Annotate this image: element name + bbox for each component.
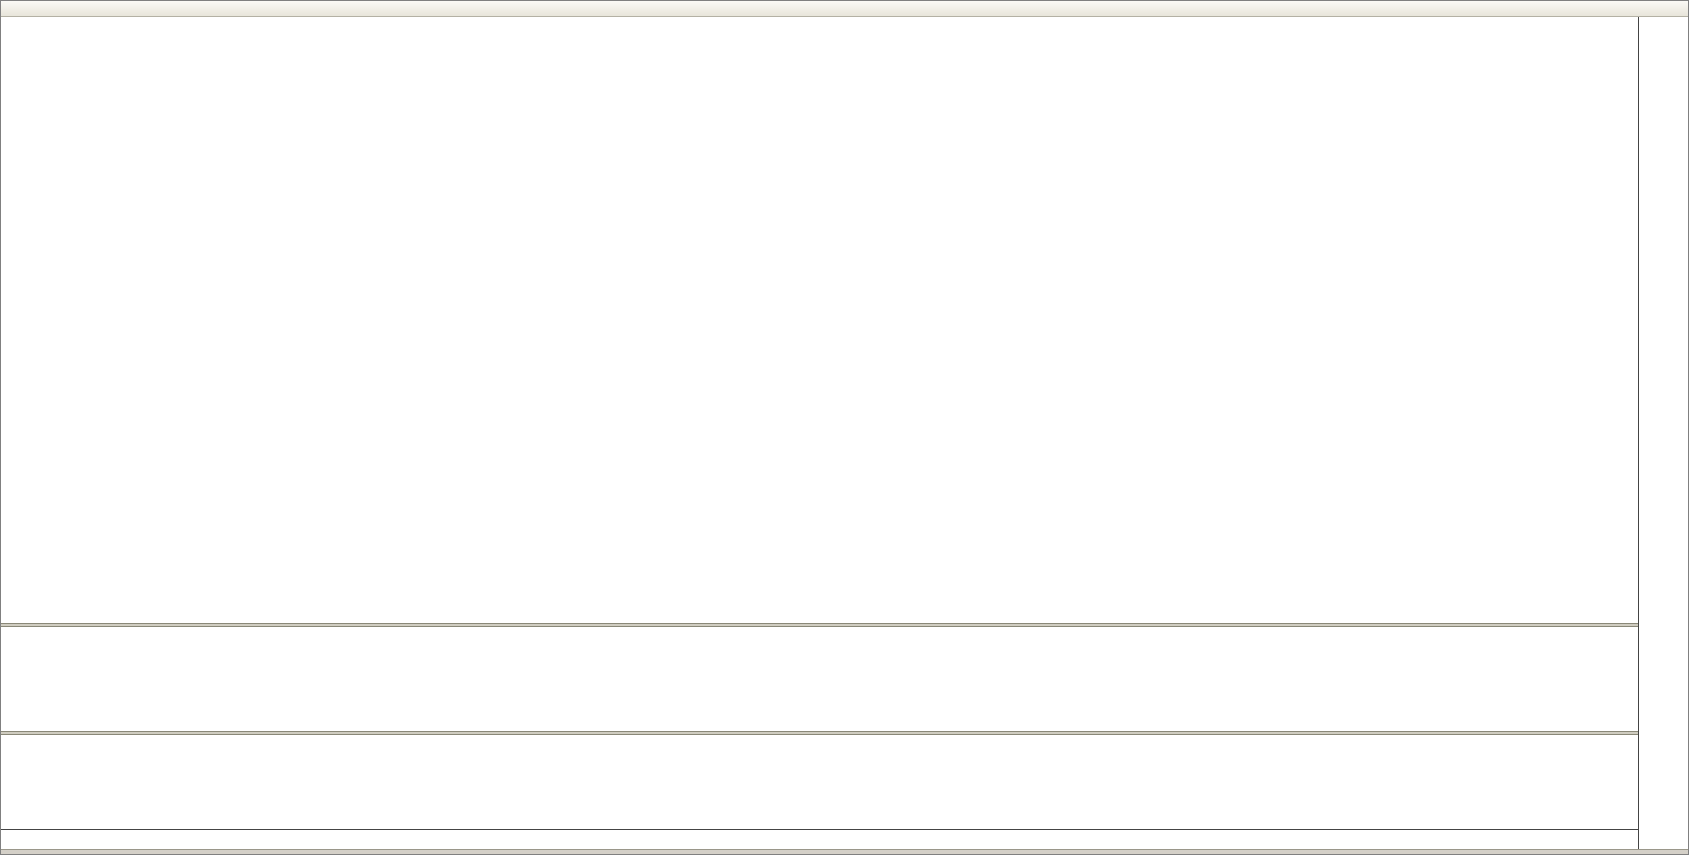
- price-axis[interactable]: [1638, 17, 1688, 849]
- chart-symbol-header: [7, 22, 16, 33]
- macd-panel[interactable]: [1, 627, 1638, 731]
- panel-separator[interactable]: [1, 623, 1688, 627]
- window-bottom-edge: [1, 849, 1688, 854]
- macd-label: [7, 629, 15, 639]
- rsi-label: [7, 738, 11, 748]
- panel-separator[interactable]: [1, 731, 1688, 735]
- rsi-panel[interactable]: [1, 735, 1638, 829]
- time-axis[interactable]: [1, 829, 1638, 849]
- toolbar: [1, 1, 1688, 17]
- price-chart[interactable]: [1, 18, 1638, 623]
